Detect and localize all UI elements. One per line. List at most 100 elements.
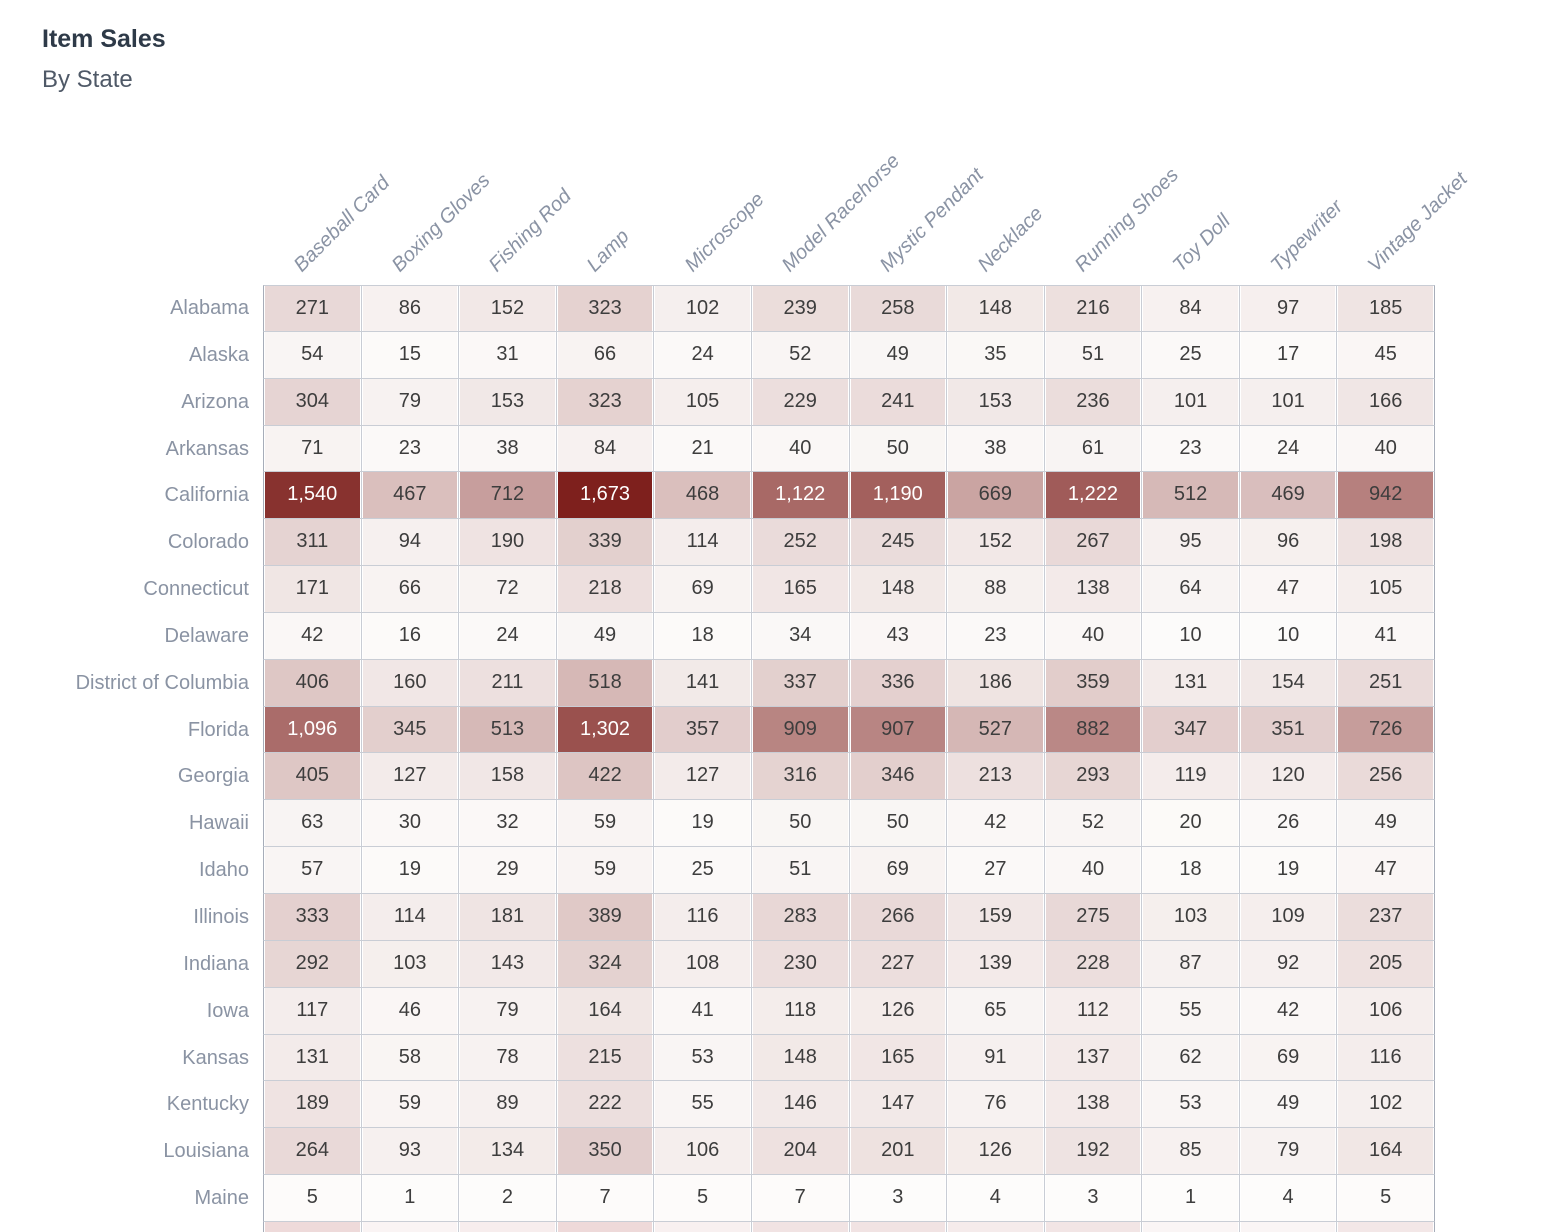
heatmap-cell: 51 xyxy=(751,847,849,893)
heatmap-cell: 47 xyxy=(1239,566,1337,612)
row-cells: 311 94 190 339 114 252 245 152 267 95 96 198 xyxy=(263,519,1435,567)
heatmap-cell: 346 xyxy=(849,753,947,800)
heatmap-cell: 116 xyxy=(654,893,751,940)
heatmap-cell: 69 xyxy=(849,847,947,893)
row-label-state: Maine xyxy=(194,1187,249,1210)
heatmap-cell: 23 xyxy=(1142,425,1239,472)
heatmap-cell xyxy=(556,1221,654,1232)
heatmap-cell: 251 xyxy=(1337,659,1434,706)
heatmap-cell: 106 xyxy=(1337,987,1434,1034)
heatmap-cell: 79 xyxy=(1239,1128,1337,1175)
table-row: Indiana 292 103 143 324 108 230 227 139 228 87 92 20… xyxy=(0,940,1436,988)
heatmap-cell: 181 xyxy=(459,893,556,940)
column-header: Necklace xyxy=(973,202,1047,277)
heatmap-cell: 186 xyxy=(947,659,1044,706)
row-label-state: Idaho xyxy=(198,859,249,882)
heatmap-cell: 185 xyxy=(1337,286,1434,331)
heatmap-cell: 726 xyxy=(1337,706,1434,753)
heatmap-cell: 198 xyxy=(1337,519,1434,566)
table-row: Hawaii 63 30 32 59 19 50 50 42 52 20 26 49 xyxy=(0,800,1436,848)
heatmap-cell: 2 xyxy=(459,1175,556,1221)
heatmap-cell: 102 xyxy=(654,286,751,331)
heatmap-cell: 148 xyxy=(947,286,1044,331)
heatmap-cell: 19 xyxy=(361,847,459,893)
heatmap-cell: 42 xyxy=(1239,987,1337,1034)
heatmap-cell: 323 xyxy=(556,378,654,425)
row-cells: 117 46 79 164 41 118 126 65 112 55 42 106 xyxy=(263,987,1435,1035)
heatmap-cell: 316 xyxy=(751,753,849,800)
heatmap-cell: 467 xyxy=(361,472,459,519)
heatmap-cell: 205 xyxy=(1337,940,1434,987)
heatmap-cell: 61 xyxy=(1044,425,1142,472)
heatmap-cell: 105 xyxy=(1337,566,1434,612)
heatmap-cell xyxy=(1239,1221,1337,1232)
row-label-state: Kansas xyxy=(182,1046,249,1069)
heatmap-cell: 236 xyxy=(1044,378,1142,425)
table-row-partial xyxy=(0,1221,1436,1232)
heatmap-cell: 311 xyxy=(264,519,361,566)
heatmap-cell: 96 xyxy=(1239,519,1337,566)
heatmap-cell: 24 xyxy=(459,612,556,659)
heatmap-cell: 323 xyxy=(556,286,654,331)
row-label-state: Illinois xyxy=(193,905,249,928)
heatmap-cell: 152 xyxy=(459,286,556,331)
heatmap-cell: 66 xyxy=(361,566,459,612)
heatmap-cell xyxy=(1142,1221,1239,1232)
heatmap-cell: 127 xyxy=(654,753,751,800)
heatmap-cell: 15 xyxy=(361,331,459,378)
heatmap-cell: 218 xyxy=(556,566,654,612)
heatmap-cell: 52 xyxy=(751,331,849,378)
row-cells: 1,540 467 712 1,673 468 1,122 1,190 669 1,222 512… xyxy=(263,472,1435,520)
heatmap-cell: 89 xyxy=(459,1081,556,1128)
row-cells: 42 16 24 49 18 34 43 23 40 10 10 41 xyxy=(263,612,1435,660)
heatmap-cell: 40 xyxy=(1337,425,1434,472)
heatmap-cell: 114 xyxy=(654,519,751,566)
row-cells: 1,096 345 513 1,302 357 909 907 527 882 347 351 726 xyxy=(263,706,1435,754)
heatmap-cell: 160 xyxy=(361,659,459,706)
table-row: Idaho 57 19 29 59 25 51 69 27 40 18 19 47 xyxy=(0,847,1436,894)
heatmap-cell: 49 xyxy=(1337,800,1434,847)
heatmap-cell: 7 xyxy=(751,1175,849,1221)
heatmap-cell: 389 xyxy=(556,893,654,940)
heatmap-cell: 49 xyxy=(1239,1081,1337,1128)
row-cells: 304 79 153 323 105 229 241 153 236 101 101 166 xyxy=(263,378,1435,426)
heatmap-cell: 350 xyxy=(556,1128,654,1175)
heatmap-cell: 267 xyxy=(1044,519,1142,566)
heatmap-cell: 347 xyxy=(1142,706,1239,753)
heatmap-cell: 69 xyxy=(1239,1034,1337,1081)
row-label-state: Delaware xyxy=(164,624,249,647)
heatmap-cell: 164 xyxy=(556,987,654,1034)
heatmap-cell: 147 xyxy=(849,1081,947,1128)
heatmap-cell: 5 xyxy=(654,1175,751,1221)
row-label-state: Arkansas xyxy=(165,437,249,460)
heatmap: Baseball Card Boxing Gloves Fishing Rod Lam… xyxy=(0,110,1472,1232)
heatmap-cell: 35 xyxy=(947,331,1044,378)
heatmap-cell: 152 xyxy=(947,519,1044,566)
heatmap-cell: 79 xyxy=(459,987,556,1034)
heatmap-cell: 138 xyxy=(1044,1081,1142,1128)
heatmap-cell: 49 xyxy=(556,612,654,659)
heatmap-cell: 1,673 xyxy=(556,472,654,519)
table-row: Kentucky 189 59 89 222 55 146 147 76 138 53 49 102 xyxy=(0,1081,1436,1129)
heatmap-cell: 17 xyxy=(1239,331,1337,378)
heatmap-cell: 357 xyxy=(654,706,751,753)
heatmap-cell: 293 xyxy=(1044,753,1142,800)
row-cells: 57 19 29 59 25 51 69 27 40 18 19 47 xyxy=(263,847,1435,894)
heatmap-cell: 109 xyxy=(1239,893,1337,940)
heatmap-cell: 245 xyxy=(849,519,947,566)
row-label-state: Arizona xyxy=(181,390,249,413)
heatmap-cell: 213 xyxy=(947,753,1044,800)
heatmap-cell: 339 xyxy=(556,519,654,566)
heatmap-cell: 85 xyxy=(1142,1128,1239,1175)
column-header: Lamp xyxy=(582,225,634,277)
heatmap-cell: 114 xyxy=(361,893,459,940)
heatmap-cell: 275 xyxy=(1044,893,1142,940)
heatmap-cell: 146 xyxy=(751,1081,849,1128)
heatmap-cell: 86 xyxy=(361,286,459,331)
heatmap-cell: 84 xyxy=(556,425,654,472)
heatmap-cell: 359 xyxy=(1044,659,1142,706)
row-label-state: Kentucky xyxy=(166,1093,249,1116)
table-row: Arkansas 71 23 38 84 21 40 50 38 61 23 24 40 xyxy=(0,425,1436,473)
heatmap-cell: 40 xyxy=(1044,612,1142,659)
column-header: Baseball Card xyxy=(289,171,394,277)
